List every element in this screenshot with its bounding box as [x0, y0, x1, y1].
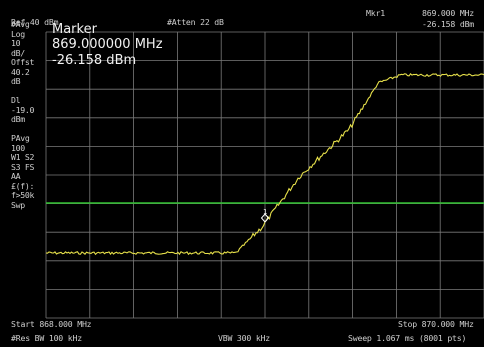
settings-panel-row: dB/: [11, 47, 25, 58]
stop-frequency-label: Stop 870.000 MHz: [398, 319, 474, 329]
marker-box-amplitude: -26.158 dBm: [52, 53, 137, 68]
settings-panel-row: AA: [11, 171, 21, 181]
marker-box-title: Marker: [52, 22, 97, 37]
marker-readout-label: Mkr1: [366, 8, 385, 18]
sweep-time-label: Sweep 1.067 ms (8001 pts): [348, 333, 467, 343]
settings-panel-row: 100: [11, 142, 25, 153]
active-marker-box: Marker 869.000000 MHz -26.158 dBm: [52, 22, 163, 69]
settings-panel-row: 10: [11, 38, 21, 48]
marker-1-diamond[interactable]: 1: [260, 208, 270, 223]
settings-panel-row: Dl: [11, 95, 21, 105]
settings-panel-row: dB: [11, 76, 21, 86]
settings-panel-row: Offst: [11, 57, 35, 67]
resolution-bandwidth-label: #Res BW 100 kHz: [11, 333, 82, 343]
settings-panel-row: -19.0: [11, 104, 35, 115]
attenuation-label: #Atten 22 dB: [167, 17, 224, 27]
start-frequency-label: Start 868.000 MHz: [11, 319, 92, 329]
settings-panel-row: f>50k: [11, 190, 35, 200]
settings-panel-row: Log: [11, 28, 25, 39]
settings-panel-row: £(f):: [11, 180, 35, 191]
settings-panel-row: #Avg: [11, 19, 30, 29]
settings-panel-row: S3 FS: [11, 161, 35, 172]
settings-panel-row: Swp: [11, 199, 25, 210]
marker-box-frequency: 869.000000 MHz: [52, 37, 163, 52]
video-bandwidth-label: VBW 300 kHz: [218, 333, 271, 343]
marker-1-number: 1: [263, 208, 267, 216]
marker-readout-amplitude: -26.158 dBm: [422, 19, 475, 29]
settings-panel-row: PAvg: [11, 133, 30, 143]
settings-panel: #Avg Log 10 dB/Offst 40.2 dB Dl -19.0 dBm PAvg 1…: [11, 19, 47, 210]
settings-panel-row: 40.2: [11, 66, 30, 77]
settings-panel-row: dBm: [11, 114, 25, 124]
reference-level-label: Ref 40 dBm: [11, 17, 59, 27]
marker-readout-frequency: 869.000 MHz: [422, 8, 475, 18]
settings-panel-row: W1 S2: [11, 152, 35, 162]
